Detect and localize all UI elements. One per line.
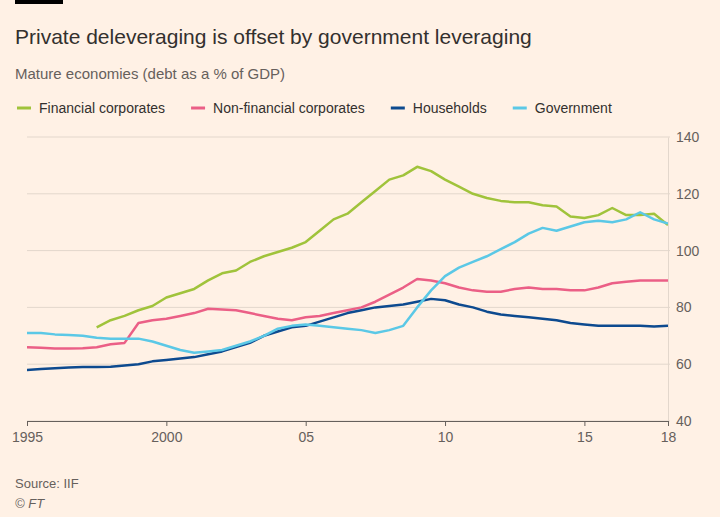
y-tick-label: 140 bbox=[676, 129, 700, 145]
y-tick: 40 bbox=[668, 413, 692, 429]
legend-swatch bbox=[191, 107, 205, 110]
x-tick-label: 15 bbox=[577, 429, 593, 445]
x-tick-mark bbox=[668, 421, 669, 426]
legend-item: Non-financial corporates bbox=[191, 100, 365, 116]
y-axis-line bbox=[668, 138, 669, 422]
grid-line bbox=[27, 193, 670, 194]
grid-line bbox=[27, 421, 670, 422]
x-axis: 1995 2000 05 10 15 18 bbox=[12, 421, 677, 445]
x-tick-mark bbox=[584, 421, 585, 426]
x-tick: 15 bbox=[577, 421, 593, 445]
x-tick: 1995 bbox=[12, 421, 43, 445]
subtitle: Mature economies (debt as a % of GDP) bbox=[15, 65, 285, 82]
legend-label: Households bbox=[413, 100, 487, 116]
legend-label: Government bbox=[535, 100, 612, 116]
y-tick: 140 bbox=[668, 129, 700, 145]
legend-swatch bbox=[513, 107, 527, 110]
series-line bbox=[27, 299, 668, 370]
legend-label: Non-financial corporates bbox=[213, 100, 365, 116]
background bbox=[0, 0, 720, 517]
x-axis-line bbox=[28, 421, 669, 422]
x-tick: 10 bbox=[438, 421, 454, 445]
y-tick-label: 60 bbox=[676, 356, 692, 372]
x-tick: 2000 bbox=[151, 421, 182, 445]
legend-item: Financial corporates bbox=[17, 100, 165, 116]
x-tick-mark bbox=[306, 421, 307, 426]
chart: Private deleveraging is offset by govern… bbox=[0, 0, 720, 517]
legend-item: Government bbox=[513, 100, 612, 116]
x-tick-label: 2000 bbox=[151, 429, 182, 445]
series-line bbox=[97, 167, 668, 327]
y-tick: 80 bbox=[668, 299, 692, 315]
top-bar bbox=[15, 0, 63, 4]
x-tick-mark bbox=[166, 421, 167, 426]
y-tick: 120 bbox=[668, 186, 700, 202]
source: Source: IIF bbox=[15, 476, 79, 491]
y-tick-label: 100 bbox=[676, 243, 700, 259]
x-tick-label: 18 bbox=[661, 429, 677, 445]
y-tick: 60 bbox=[668, 356, 692, 372]
credit: © FT bbox=[15, 496, 45, 511]
y-tick-label: 80 bbox=[676, 299, 692, 315]
grid-line bbox=[27, 250, 670, 251]
x-tick-label: 1995 bbox=[12, 429, 43, 445]
grid bbox=[27, 137, 670, 421]
legend-swatch bbox=[391, 107, 405, 110]
x-tick-mark bbox=[27, 421, 28, 426]
y-tick: 100 bbox=[668, 243, 700, 259]
y-tick-label: 120 bbox=[676, 186, 700, 202]
legend: Financial corporates Non-financial corpor… bbox=[17, 100, 612, 116]
x-tick-label: 10 bbox=[438, 429, 454, 445]
grid-line bbox=[27, 307, 670, 308]
series-line bbox=[27, 212, 668, 353]
x-tick: 18 bbox=[661, 421, 677, 445]
x-tick-mark bbox=[445, 421, 446, 426]
x-tick-label: 05 bbox=[298, 429, 314, 445]
legend-label: Financial corporates bbox=[39, 100, 165, 116]
legend-swatch bbox=[17, 107, 31, 110]
title: Private deleveraging is offset by govern… bbox=[15, 25, 532, 48]
plot bbox=[27, 167, 668, 370]
y-tick-label: 40 bbox=[676, 413, 692, 429]
y-axis: 40 60 80 100 120 140 bbox=[668, 129, 700, 429]
x-tick: 05 bbox=[298, 421, 314, 445]
grid-line bbox=[27, 137, 670, 138]
legend-item: Households bbox=[391, 100, 487, 116]
